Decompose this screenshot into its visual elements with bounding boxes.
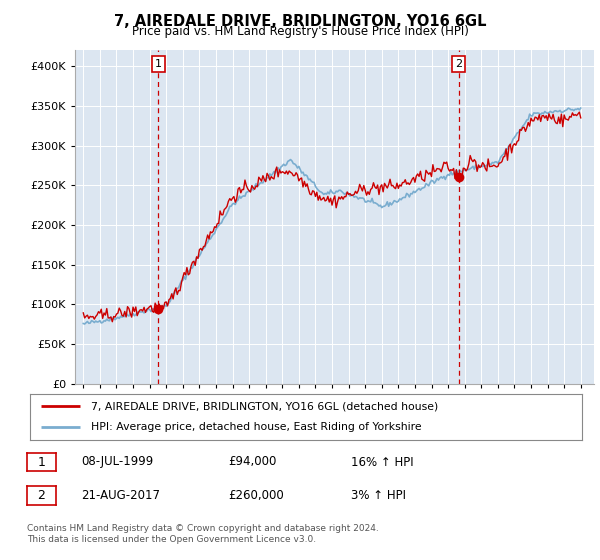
Text: 1: 1 [155,59,162,69]
Text: 2: 2 [455,59,462,69]
Text: 2: 2 [37,489,46,502]
Text: 3% ↑ HPI: 3% ↑ HPI [351,489,406,502]
Text: 21-AUG-2017: 21-AUG-2017 [81,489,160,502]
Text: 1: 1 [37,455,46,469]
Text: £260,000: £260,000 [228,489,284,502]
Text: HPI: Average price, detached house, East Riding of Yorkshire: HPI: Average price, detached house, East… [91,422,421,432]
Text: £94,000: £94,000 [228,455,277,469]
Text: 7, AIREDALE DRIVE, BRIDLINGTON, YO16 6GL (detached house): 7, AIREDALE DRIVE, BRIDLINGTON, YO16 6GL… [91,401,438,411]
Text: 16% ↑ HPI: 16% ↑ HPI [351,455,413,469]
Text: Price paid vs. HM Land Registry's House Price Index (HPI): Price paid vs. HM Land Registry's House … [131,25,469,38]
Text: 7, AIREDALE DRIVE, BRIDLINGTON, YO16 6GL: 7, AIREDALE DRIVE, BRIDLINGTON, YO16 6GL [114,14,486,29]
Text: Contains HM Land Registry data © Crown copyright and database right 2024.
This d: Contains HM Land Registry data © Crown c… [27,524,379,544]
Text: 08-JUL-1999: 08-JUL-1999 [81,455,153,469]
